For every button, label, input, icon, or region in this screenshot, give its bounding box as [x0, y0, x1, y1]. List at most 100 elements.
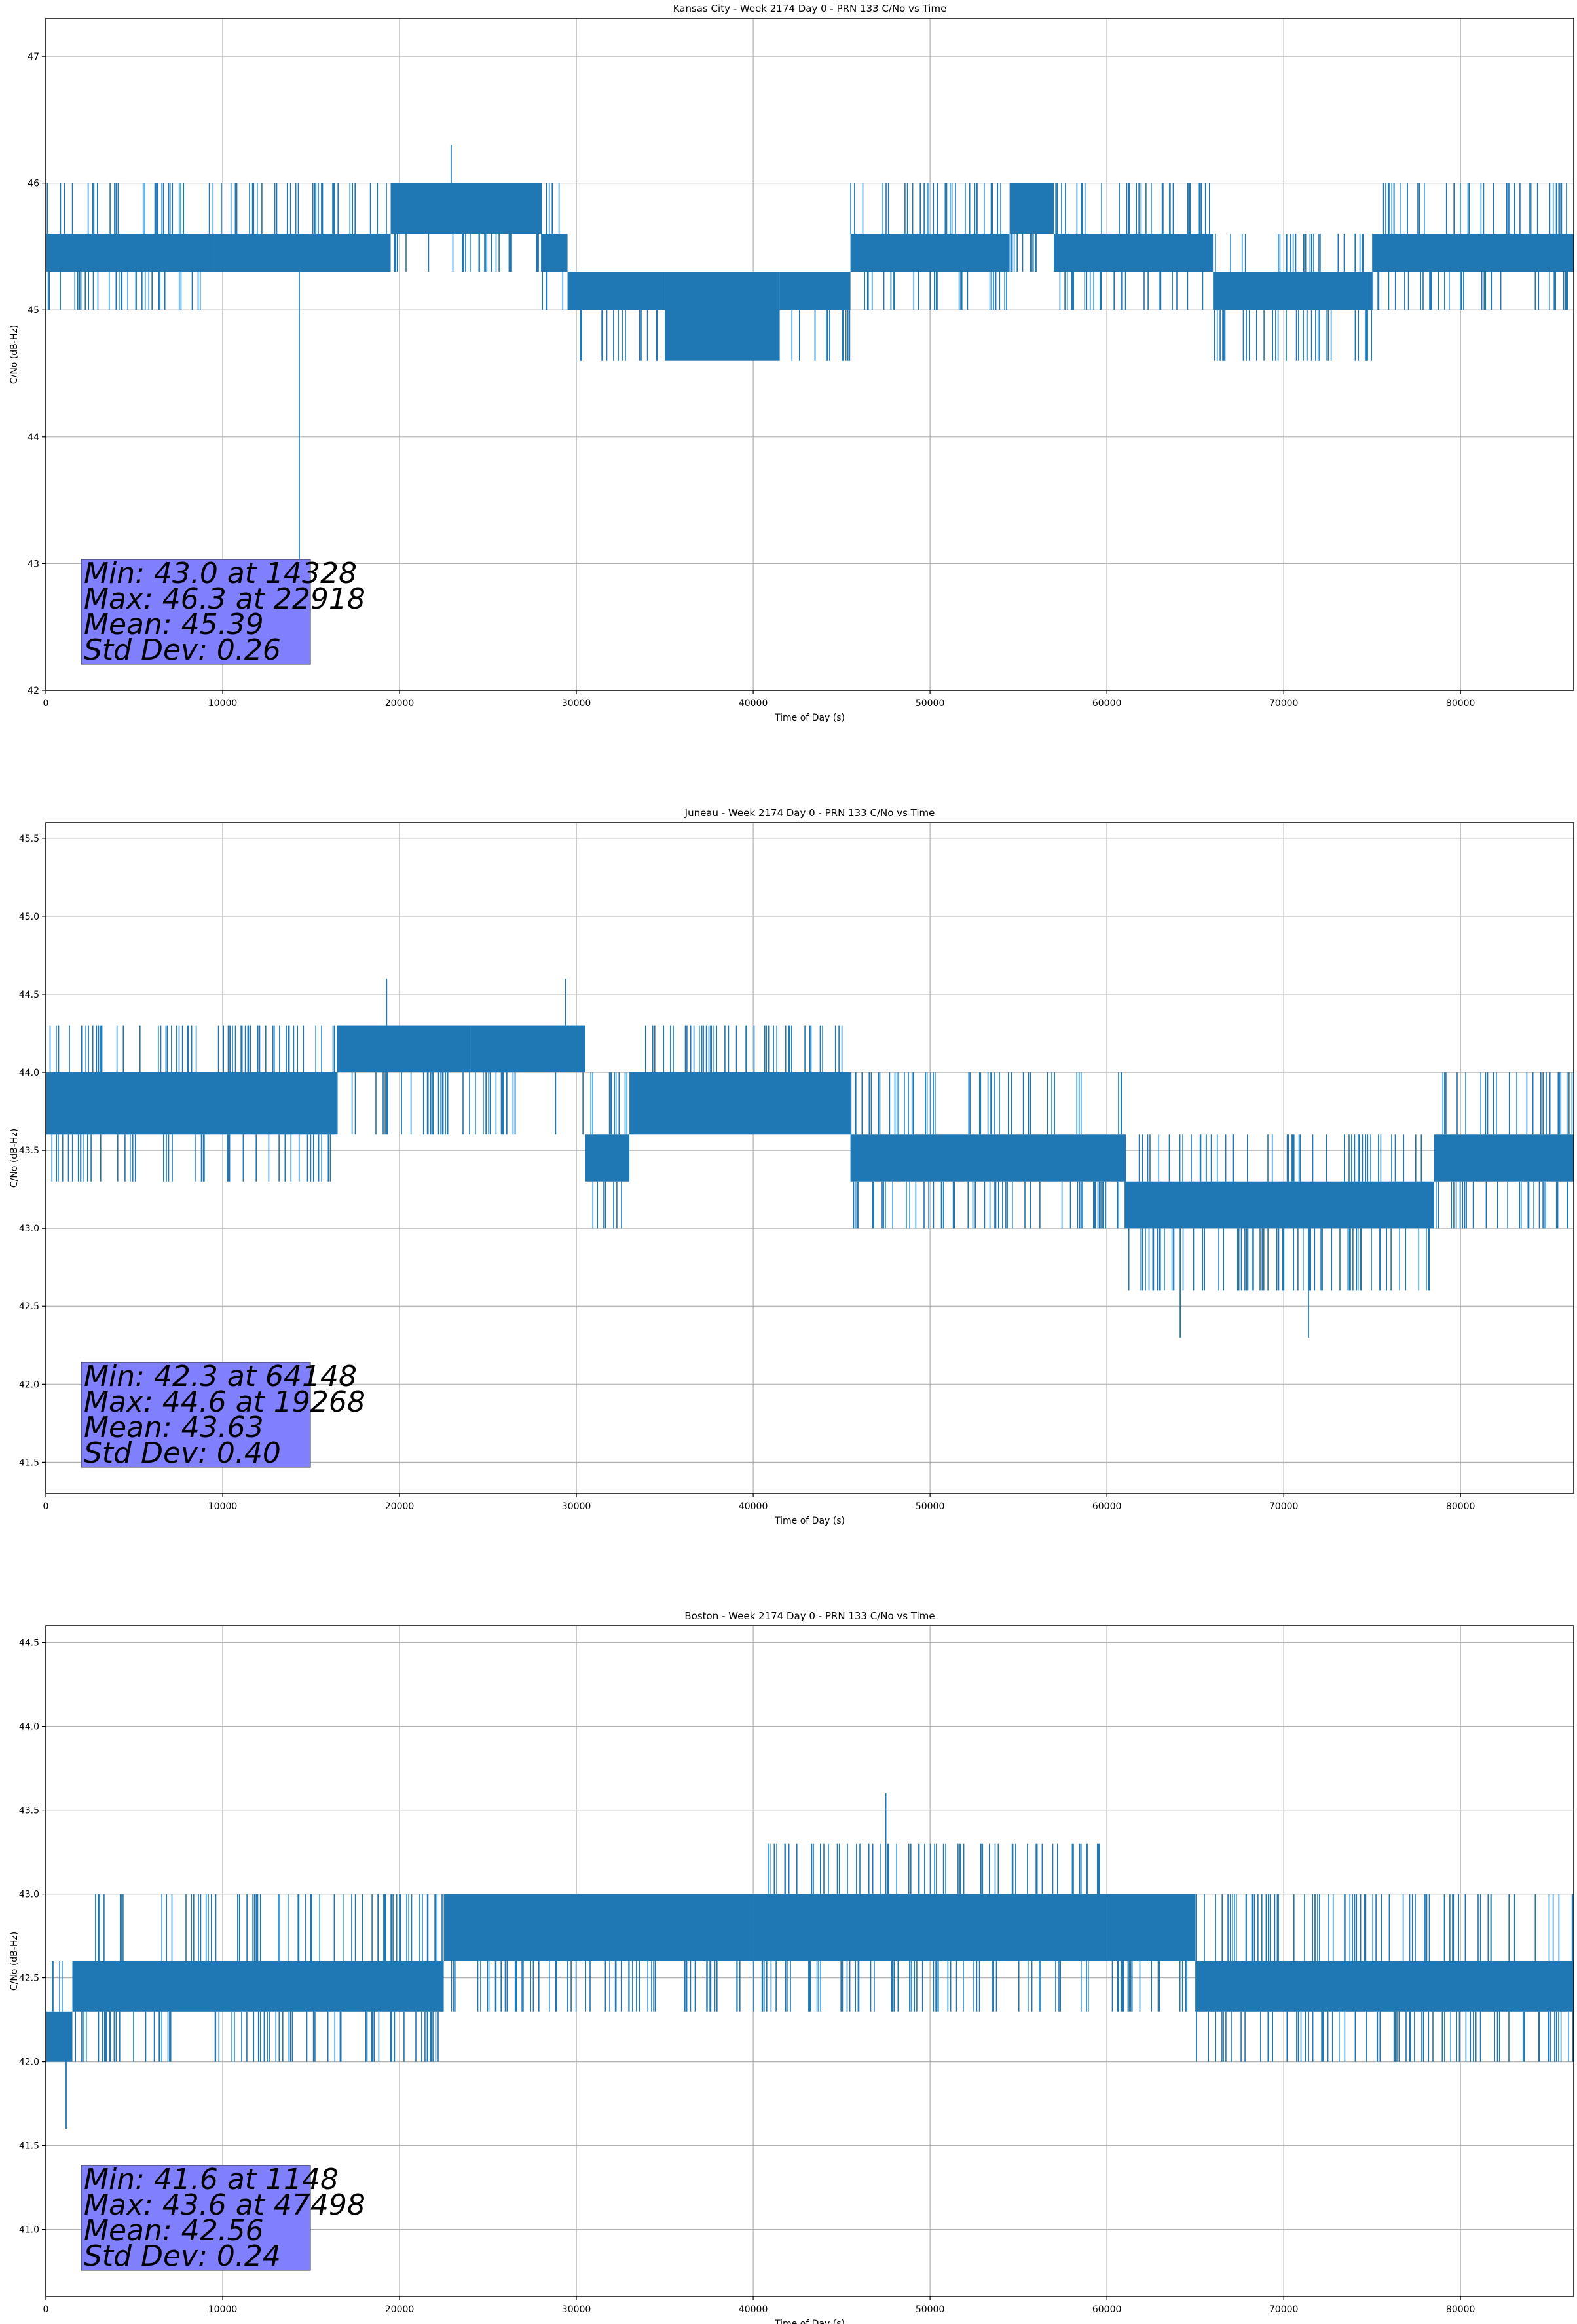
y-axis-label: C/No (dB-Hz): [9, 325, 20, 384]
series-spikes-0: [52, 1961, 63, 2012]
y-tick-label: 43.0: [19, 1224, 39, 1234]
chart-panel-1: 0 10000 20000 30000 40000 50000 60000 70000 8000…: [9, 807, 1574, 1526]
y-tick-label: 44.5: [19, 990, 39, 1000]
series-band-5: [665, 272, 780, 361]
y-tick-label: 44: [28, 432, 39, 443]
series-band-3: [585, 1134, 630, 1182]
series-spikes-7: [1436, 1072, 1573, 1229]
series-band-8: [1009, 183, 1054, 234]
series-band-5: [850, 1134, 1125, 1182]
x-tick-label: 0: [43, 2304, 49, 2315]
y-axis-label: C/No (dB-Hz): [9, 1932, 20, 1991]
series-spikes-0: [49, 1025, 338, 1182]
series-spikes-10: [1214, 234, 1372, 361]
x-tick-label: 0: [43, 1501, 49, 1512]
stats-line: Std Dev: 0.24: [84, 2240, 281, 2273]
stats-line: Mean: 42.56: [84, 2214, 264, 2247]
x-tick-label: 30000: [562, 698, 591, 709]
x-axis-label: Time of Day (s): [774, 713, 845, 723]
y-tick-label: 42.5: [19, 1974, 39, 1984]
x-axis-label: Time of Day (s): [774, 1516, 845, 1526]
series-spikes-4: [580, 310, 658, 361]
series-band-10: [1213, 272, 1373, 310]
x-tick-label: 70000: [1269, 698, 1299, 709]
series-band-1: [72, 1961, 444, 2012]
x-axis-label: Time of Day (s): [774, 2319, 845, 2324]
x-tick-label: 20000: [385, 2304, 415, 2315]
x-tick-label: 30000: [562, 2304, 591, 2315]
x-tick-label: 10000: [208, 698, 238, 709]
series-band-9: [1054, 234, 1214, 272]
series-spikes-6: [1124, 1134, 1430, 1291]
series-spikes-3: [540, 183, 564, 310]
series-band-5: [1195, 1961, 1574, 2012]
series-band-4: [629, 1072, 851, 1135]
y-tick-label: 45.0: [19, 912, 39, 922]
chart-title: Juneau - Week 2174 Day 0 - PRN 133 C/No …: [684, 807, 935, 819]
axes-frame: [45, 18, 1574, 691]
series-band-2: [390, 183, 542, 234]
stats-line: Max: 44.6 at 19268: [84, 1385, 365, 1419]
stats-line: Std Dev: 0.40: [84, 1436, 281, 1470]
series-band-6: [779, 272, 851, 310]
series-band-2: [443, 1894, 754, 1961]
y-tick-label: 43: [28, 559, 39, 569]
axes-frame: [45, 822, 1574, 1494]
y-tick-label: 41.5: [19, 1457, 39, 1468]
series-spikes-5: [850, 1072, 1122, 1229]
x-tick-label: 10000: [208, 2304, 238, 2315]
series-spikes-3: [590, 1072, 628, 1229]
series-spikes-1: [75, 1894, 443, 2062]
series-line: [46, 979, 1574, 1338]
stats-box: [81, 559, 311, 665]
x-tick-label: 40000: [739, 698, 768, 709]
y-tick-label: 44.0: [19, 1722, 39, 1733]
y-tick-label: 45: [28, 305, 39, 316]
x-tick-label: 20000: [385, 1501, 415, 1512]
chart-panel-0: 0 10000 20000 30000 40000 50000 60000 70000 8000…: [9, 3, 1574, 723]
x-tick-label: 70000: [1269, 2304, 1299, 2315]
y-tick-label: 47: [28, 52, 39, 62]
series-band-1: [213, 234, 391, 272]
series-band-7: [850, 234, 1010, 272]
x-tick-label: 50000: [916, 2304, 945, 2315]
series-spikes-8: [1010, 234, 1037, 272]
y-tick-label: 44.0: [19, 1068, 39, 1078]
y-tick-label: 43.5: [19, 1146, 39, 1156]
chart-title: Boston - Week 2174 Day 0 - PRN 133 C/No …: [684, 1610, 935, 1622]
series-spikes-3: [753, 1843, 1100, 2012]
stats-line: Mean: 43.63: [84, 1411, 264, 1444]
y-tick-label: 42.5: [19, 1302, 39, 1312]
stats-line: Min: 42.3 at 64148: [84, 1360, 357, 1393]
x-tick-label: 60000: [1092, 2304, 1122, 2315]
series-spikes-1: [221, 183, 387, 234]
y-tick-label: 41.5: [19, 2141, 39, 2152]
series-spikes-6: [791, 310, 851, 361]
axes-frame: [45, 1625, 1574, 2297]
x-tick-label: 80000: [1446, 1501, 1475, 1512]
y-tick-label: 42.0: [19, 2057, 39, 2068]
series-spikes-2: [451, 1961, 741, 2012]
y-tick-label: 45.5: [19, 834, 39, 844]
series-line: [46, 1793, 1574, 2129]
stats-box: [81, 1362, 311, 1468]
series-spikes-4: [645, 1025, 843, 1072]
y-tick-label: 42: [28, 686, 39, 696]
series-spikes-2: [394, 234, 539, 272]
series-band-1: [337, 1025, 471, 1073]
y-tick-label: 42.0: [19, 1379, 39, 1390]
series-band-3: [541, 234, 568, 272]
stats-line: Max: 43.6 at 47498: [84, 2188, 365, 2222]
y-axis-label: C/No (dB-Hz): [9, 1129, 20, 1188]
x-tick-label: 50000: [916, 698, 945, 709]
x-tick-label: 0: [43, 698, 49, 709]
y-tick-label: 41.0: [19, 2225, 39, 2236]
chart-title: Kansas City - Week 2174 Day 0 - PRN 133 …: [673, 3, 947, 14]
series-band-0: [46, 1072, 338, 1135]
x-tick-label: 80000: [1446, 2304, 1475, 2315]
x-tick-label: 70000: [1269, 1501, 1299, 1512]
y-tick-label: 46: [28, 179, 39, 189]
series-band-6: [1124, 1181, 1434, 1229]
series-line: [46, 145, 1574, 564]
series-spikes-11: [1372, 183, 1568, 310]
